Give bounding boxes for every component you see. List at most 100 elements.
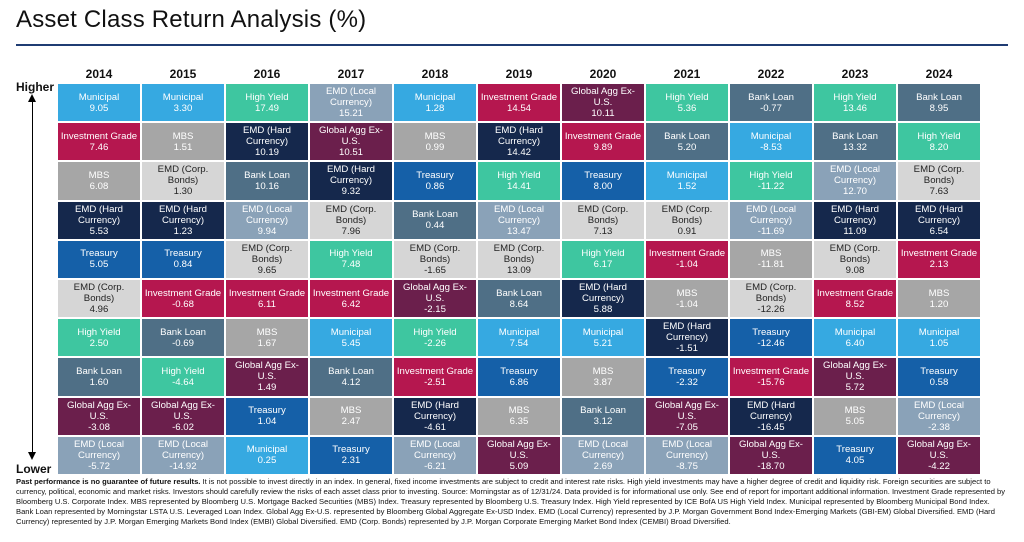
asset-class-name: Municipal xyxy=(834,326,876,338)
asset-class-name: EMD (Corp. Bonds) xyxy=(409,242,461,265)
return-value: -2.38 xyxy=(928,421,950,433)
return-value: 14.42 xyxy=(506,147,531,159)
year-header-2017: 2017 xyxy=(337,67,365,81)
asset-class-name: Bank Loan xyxy=(328,365,374,377)
year-header-2024: 2024 xyxy=(925,67,953,81)
disclaimer-footnote: Past performance is no guarantee of futu… xyxy=(16,477,1008,527)
return-value: 5.88 xyxy=(593,304,613,316)
return-value: -7.05 xyxy=(676,421,698,433)
asset-class-name: Investment Grade xyxy=(816,287,894,299)
return-value: 17.49 xyxy=(254,102,279,114)
return-cell-2019-rank-10: Global Agg Ex-U.S. 5.09 xyxy=(478,436,560,474)
return-value: 7.63 xyxy=(929,186,949,198)
axis-label-higher: Higher xyxy=(16,80,55,94)
return-cell-2023-rank-8: Global Agg Ex-U.S. 5.72 xyxy=(814,358,896,396)
return-value: -1.04 xyxy=(676,298,698,310)
asset-class-name: Municipal xyxy=(750,130,792,142)
asset-class-name: Treasury xyxy=(332,444,370,456)
year-header-2018: 2018 xyxy=(421,67,449,81)
return-cell-2019-rank-4: EMD (Local Currency) 13.47 xyxy=(478,201,560,239)
return-value: 1.60 xyxy=(89,376,109,388)
asset-class-name: Treasury xyxy=(500,365,538,377)
asset-class-name: Bank Loan xyxy=(412,209,458,221)
return-value: 9.89 xyxy=(593,141,613,153)
return-cell-2015-rank-9: Global Agg Ex-U.S. -6.02 xyxy=(142,397,224,435)
return-value: 5.05 xyxy=(89,259,109,271)
asset-class-name: Global Agg Ex-U.S. xyxy=(403,282,467,305)
return-cell-2023-rank-5: EMD (Corp. Bonds) 9.08 xyxy=(814,240,896,278)
return-value: -11.81 xyxy=(757,259,785,271)
return-value: 14.54 xyxy=(506,102,531,114)
return-value: 4.05 xyxy=(845,455,865,467)
return-cell-2021-rank-1: High Yield 5.36 xyxy=(646,84,728,122)
return-cell-2023-rank-9: MBS 5.05 xyxy=(814,397,896,435)
return-value: 6.40 xyxy=(845,337,865,349)
return-value: 9.08 xyxy=(845,264,865,276)
return-value: 2.31 xyxy=(341,455,361,467)
return-value: 0.25 xyxy=(257,455,277,467)
asset-class-name: Municipal xyxy=(582,326,624,338)
return-cell-2022-rank-3: High Yield -11.22 xyxy=(730,162,812,200)
return-cell-2023-rank-1: High Yield 13.46 xyxy=(814,84,896,122)
return-value: 12.70 xyxy=(842,186,867,198)
asset-class-name: Treasury xyxy=(668,365,706,377)
return-value: 14.41 xyxy=(506,180,531,192)
return-value: 7.54 xyxy=(509,337,529,349)
return-cell-2022-rank-4: EMD (Local Currency) -11.69 xyxy=(730,201,812,239)
asset-class-name: EMD (Hard Currency) xyxy=(75,203,123,226)
year-header-2019: 2019 xyxy=(505,67,533,81)
return-value: 4.12 xyxy=(341,376,361,388)
asset-class-name: EMD (Corp. Bonds) xyxy=(577,203,629,226)
asset-class-name: Bank Loan xyxy=(496,287,542,299)
return-cell-2014-rank-5: Treasury 5.05 xyxy=(58,240,140,278)
return-value: 13.32 xyxy=(842,141,867,153)
return-cell-2014-rank-4: EMD (Hard Currency) 5.53 xyxy=(58,201,140,239)
return-cell-2015-rank-5: Treasury 0.84 xyxy=(142,240,224,278)
return-cell-2018-rank-9: EMD (Hard Currency) -4.61 xyxy=(394,397,476,435)
return-value: 0.91 xyxy=(677,225,697,237)
asset-class-name: MBS xyxy=(928,287,950,299)
return-value: 3.12 xyxy=(593,416,613,428)
asset-class-name: High Yield xyxy=(833,91,877,103)
return-cell-2024-rank-2: High Yield 8.20 xyxy=(898,123,980,161)
return-cell-2015-rank-7: Bank Loan -0.69 xyxy=(142,319,224,357)
asset-class-name: High Yield xyxy=(581,248,625,260)
asset-class-name: High Yield xyxy=(749,169,793,181)
page-title: Asset Class Return Analysis (%) xyxy=(16,6,367,33)
return-cell-2018-rank-6: Global Agg Ex-U.S. -2.15 xyxy=(394,280,476,318)
return-value: 7.46 xyxy=(89,141,109,153)
return-value: 8.95 xyxy=(929,102,949,114)
return-cell-2014-rank-7: High Yield 2.50 xyxy=(58,319,140,357)
return-value: 5.05 xyxy=(845,416,865,428)
return-value: 6.11 xyxy=(258,298,276,310)
return-value: -4.61 xyxy=(424,421,446,433)
return-value: 7.96 xyxy=(341,225,361,237)
return-cell-2014-rank-9: Global Agg Ex-U.S. -3.08 xyxy=(58,397,140,435)
return-value: -4.22 xyxy=(928,460,950,472)
asset-class-name: High Yield xyxy=(329,248,373,260)
return-cell-2019-rank-8: Treasury 6.86 xyxy=(478,358,560,396)
asset-class-name: EMD (Local Currency) xyxy=(493,203,545,226)
return-value: 10.11 xyxy=(591,108,615,120)
return-value: 13.47 xyxy=(506,225,531,237)
asset-class-name: Investment Grade xyxy=(648,248,726,260)
return-cell-2018-rank-8: Investment Grade -2.51 xyxy=(394,358,476,396)
asset-class-name: Investment Grade xyxy=(228,287,306,299)
asset-class-name: Investment Grade xyxy=(480,91,558,103)
asset-class-name: EMD (Hard Currency) xyxy=(411,399,459,422)
return-value: 5.36 xyxy=(677,102,697,114)
return-value: 6.17 xyxy=(593,259,613,271)
asset-class-name: Municipal xyxy=(918,326,960,338)
asset-class-name: Global Agg Ex-U.S. xyxy=(487,438,551,461)
return-value: -11.22 xyxy=(757,180,785,192)
return-value: -2.32 xyxy=(676,376,698,388)
asset-class-name: EMD (Corp. Bonds) xyxy=(493,242,545,265)
return-cell-2020-rank-7: Municipal 5.21 xyxy=(562,319,644,357)
year-header-2020: 2020 xyxy=(589,67,617,81)
return-cell-2015-rank-10: EMD (Local Currency) -14.92 xyxy=(142,436,224,474)
return-value: 1.28 xyxy=(425,102,445,114)
return-value: 3.87 xyxy=(593,376,613,388)
return-cell-2024-rank-7: Municipal 1.05 xyxy=(898,319,980,357)
return-value: 13.09 xyxy=(506,264,531,276)
return-value: 6.42 xyxy=(341,298,361,310)
